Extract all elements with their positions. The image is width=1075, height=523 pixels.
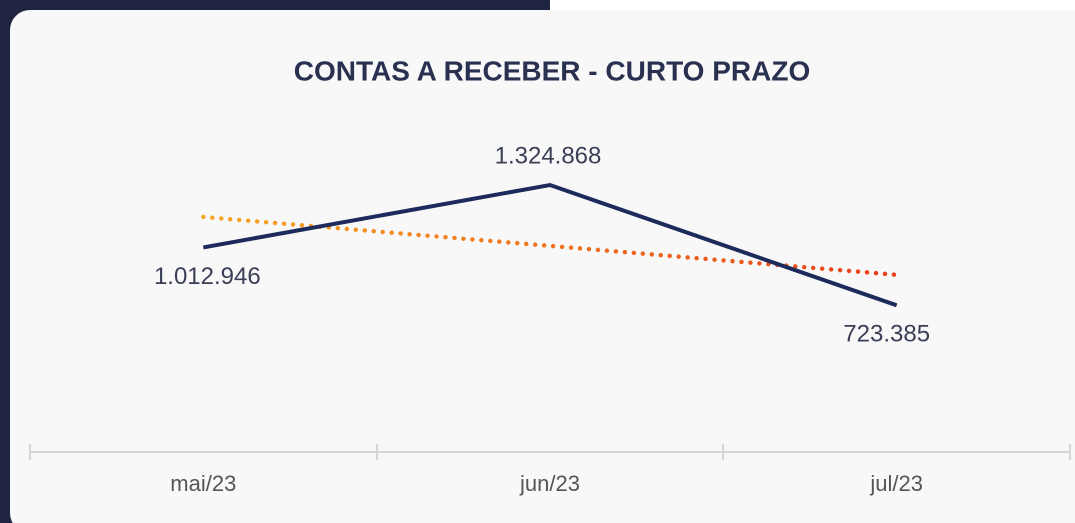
x-tick-label: jun/23 <box>519 471 580 496</box>
card <box>10 10 1075 523</box>
chart-title: CONTAS A RECEBER - CURTO PRAZO <box>294 55 810 86</box>
x-tick-label: mai/23 <box>170 471 236 496</box>
line <box>202 182 898 308</box>
x-tick-label: jul/23 <box>869 471 923 496</box>
backdrop <box>550 0 1075 12</box>
data-label: 1.324.868 <box>495 142 602 169</box>
data-label: 723.385 <box>843 321 930 348</box>
data-label: 1.012.946 <box>154 263 261 290</box>
